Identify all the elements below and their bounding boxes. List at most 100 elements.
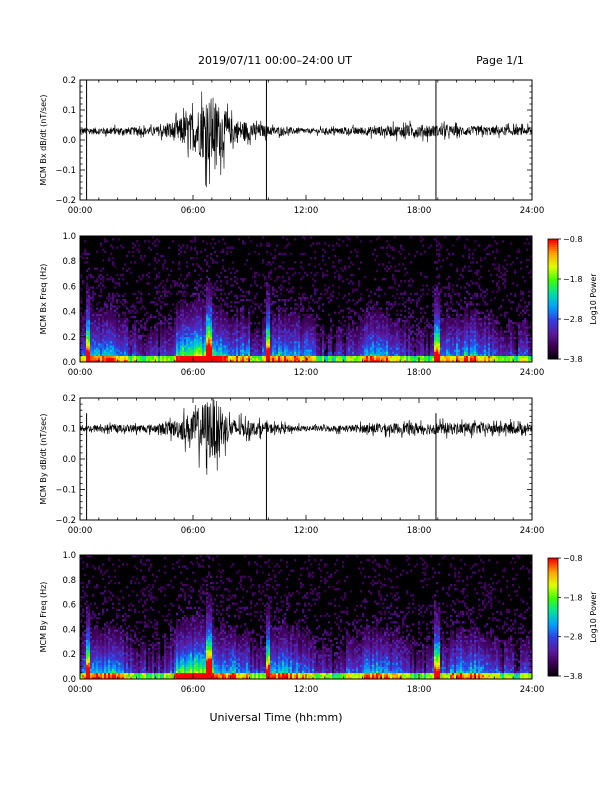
spectrogram-cell xyxy=(208,315,211,319)
spectrogram-cell xyxy=(284,355,287,359)
spectrogram-cell xyxy=(184,359,187,363)
spectrogram-cell xyxy=(166,351,169,354)
spectrogram-cell xyxy=(354,313,357,317)
spectrogram-cell xyxy=(132,359,135,363)
spectrogram-cell xyxy=(224,359,227,363)
spectrogram-cell xyxy=(190,359,193,363)
spectrogram-cell xyxy=(122,351,125,354)
spectrogram-cell xyxy=(280,317,283,321)
spectrogram-cell xyxy=(184,317,187,321)
spectrogram-cell xyxy=(216,343,219,346)
spectrogram-cell xyxy=(366,313,369,317)
spectrogram-cell xyxy=(152,338,155,342)
spectrogram-cell xyxy=(240,322,243,325)
spectrogram-cell xyxy=(282,275,285,279)
spectrogram-cell xyxy=(182,305,185,308)
spectrogram-cell xyxy=(340,328,343,331)
spectrogram-cell xyxy=(422,315,425,319)
spectrogram-cell xyxy=(322,248,325,251)
spectrogram-cell xyxy=(180,353,183,356)
spectrogram-cell xyxy=(102,349,105,352)
spectrogram-cell xyxy=(102,307,105,310)
spectrogram-cell xyxy=(338,311,341,314)
spectrogram-cell xyxy=(162,265,165,268)
spectrogram-cell xyxy=(178,320,181,323)
spectrogram-cell xyxy=(184,326,187,329)
spectrogram-cell xyxy=(94,353,97,356)
spectrogram-cell xyxy=(86,315,89,319)
spectrogram-cell xyxy=(294,315,297,319)
spectrogram-cell xyxy=(178,252,181,256)
spectrogram-cell xyxy=(202,349,205,352)
spectrogram-cell xyxy=(398,336,401,340)
spectrogram-cell xyxy=(412,355,415,359)
spectrogram-cell xyxy=(196,334,199,338)
spectrogram-cell xyxy=(314,317,317,321)
spectrogram-cell xyxy=(234,357,237,361)
spectrogram-cell xyxy=(360,336,363,340)
spectrogram-cell xyxy=(266,345,269,348)
spectrogram-cell xyxy=(286,313,289,317)
spectrogram-cell xyxy=(306,347,309,350)
spectrogram-cell xyxy=(246,351,249,354)
spectrogram-cell xyxy=(100,309,103,312)
spectrogram-cell xyxy=(290,290,293,293)
spectrogram-cell xyxy=(218,322,221,325)
spectrogram-cell xyxy=(210,338,213,342)
spectrogram-cell xyxy=(204,341,207,344)
spectrogram-cell xyxy=(118,322,121,325)
spectrogram-cell xyxy=(318,324,321,327)
spectrogram-cell xyxy=(374,307,377,310)
spectrogram-cell xyxy=(300,343,303,346)
spectrogram-cell xyxy=(242,332,245,335)
spectrogram-cell xyxy=(128,341,131,344)
spectrogram-cell xyxy=(98,353,101,356)
spectrogram-cell xyxy=(340,357,343,361)
spectrogram-cell xyxy=(432,303,435,306)
spectrogram-cell xyxy=(198,326,201,329)
spectrogram-cell xyxy=(92,343,95,346)
spectrogram-cell xyxy=(282,347,285,350)
spectrogram-cell xyxy=(420,357,423,361)
spectrogram-cell xyxy=(266,349,269,352)
spectrogram-cell xyxy=(374,332,377,335)
spectrogram-cell xyxy=(300,338,303,342)
spectrogram-cell xyxy=(364,338,367,342)
spectrogram-cell xyxy=(420,345,423,348)
spectrogram-cell xyxy=(138,336,141,340)
spectrogram-cell xyxy=(370,332,373,335)
spectrogram-cell xyxy=(96,328,99,331)
spectrogram-cell xyxy=(172,303,175,306)
spectrogram-cell xyxy=(346,345,349,348)
spectrogram-cell xyxy=(86,301,89,304)
spectrogram-cell xyxy=(286,238,289,241)
spectrogram-cell xyxy=(186,322,189,325)
spectrogram-cell xyxy=(430,351,433,354)
spectrogram-cell xyxy=(388,324,391,327)
spectrogram-cell xyxy=(250,355,253,359)
spectrogram-cell xyxy=(370,343,373,346)
spectrogram-cell xyxy=(260,341,263,344)
spectrogram-cell xyxy=(360,347,363,350)
spectrogram-cell xyxy=(324,273,327,277)
spectrogram-cell xyxy=(118,313,121,317)
spectrogram-cell xyxy=(204,338,207,342)
spectrogram-cell xyxy=(206,355,209,359)
spectrogram-cell xyxy=(162,341,165,344)
spectrogram-cell xyxy=(432,334,435,338)
spectrogram-cell xyxy=(208,309,211,312)
spectrogram-cell xyxy=(282,280,285,283)
spectrogram-cell xyxy=(88,290,91,293)
spectrogram-cell xyxy=(114,343,117,346)
spectrogram-cell xyxy=(234,334,237,338)
spectrogram-cell xyxy=(380,347,383,350)
spectrogram-cell xyxy=(178,313,181,317)
spectrogram-cell xyxy=(172,353,175,356)
spectrogram-cell xyxy=(204,313,207,317)
spectrogram-cell xyxy=(202,301,205,304)
spectrogram-cell xyxy=(336,269,339,272)
spectrogram-cell xyxy=(310,341,313,344)
spectrogram-cell xyxy=(172,359,175,363)
spectrogram-cell xyxy=(336,341,339,344)
spectrogram-cell xyxy=(200,307,203,310)
